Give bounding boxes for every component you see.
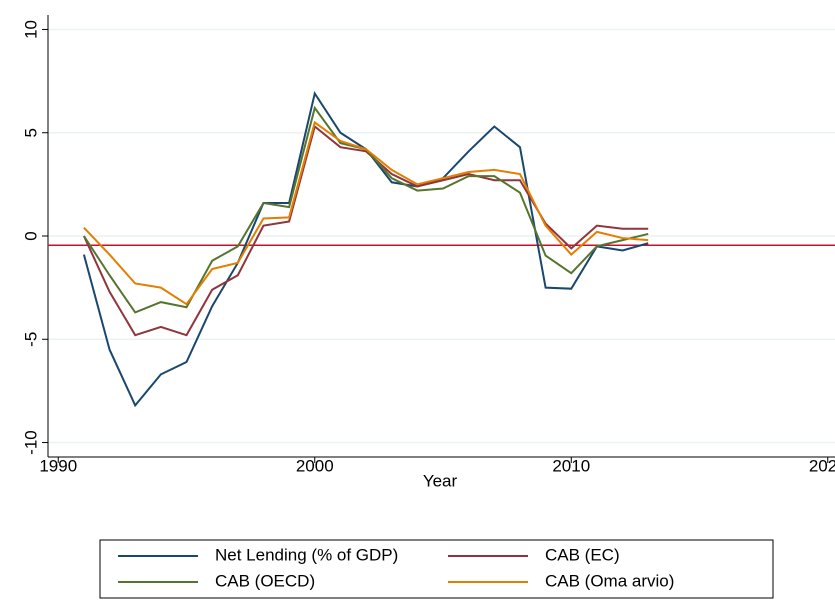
legend-label: Net Lending (% of GDP) [215,545,398,564]
x-axis-label: Year [423,471,458,490]
legend-label: CAB (EC) [545,545,620,564]
series-line [83,120,649,306]
x-tick-label: 1990 [39,456,77,475]
y-tick-label: 0 [21,231,40,240]
x-tick-label: 2000 [296,456,334,475]
y-tick-label: -5 [21,332,40,347]
legend-label: CAB (OECD) [215,571,315,590]
legend-label: CAB (Oma arvio) [545,571,674,590]
series-line [83,124,649,337]
y-tick-label: 10 [21,20,40,39]
y-tick-label: 5 [21,128,40,137]
y-tick-label: -10 [21,430,40,455]
legend-box [99,539,774,599]
x-tick-label: 2010 [552,456,590,475]
x-tick-label: 2020 [809,456,835,475]
